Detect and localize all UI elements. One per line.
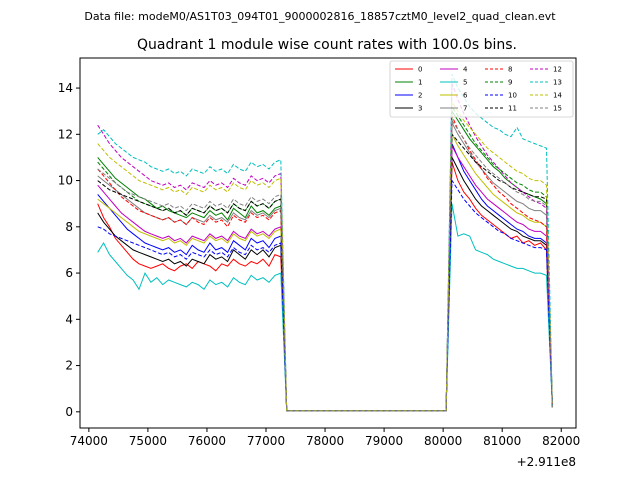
legend-label-2: 2 bbox=[418, 92, 422, 100]
series-line-2 bbox=[97, 143, 553, 412]
series-line-11 bbox=[97, 132, 553, 412]
y-tick-label: 10 bbox=[58, 174, 73, 188]
chart-suptitle: Data file: modeM0/AS1T03_094T01_90000028… bbox=[84, 10, 556, 23]
legend-label-1: 1 bbox=[418, 79, 422, 87]
y-tick-label: 8 bbox=[65, 220, 73, 234]
y-tick-label: 6 bbox=[65, 266, 73, 280]
axes-ticks: 74000 75000 76000 77000 78000 79000 80000 81000… bbox=[58, 81, 581, 448]
x-tick-label: 80000 bbox=[424, 434, 462, 448]
y-tick-label: 4 bbox=[65, 312, 73, 326]
y-tick-label: 12 bbox=[58, 127, 73, 141]
x-tick-label: 82000 bbox=[542, 434, 580, 448]
x-tick-label: 78000 bbox=[306, 434, 344, 448]
series-lines bbox=[97, 74, 553, 412]
y-tick-label: 2 bbox=[65, 359, 73, 373]
legend-label-11: 11 bbox=[508, 105, 517, 113]
x-tick-label: 74000 bbox=[70, 434, 108, 448]
series-line-6 bbox=[97, 134, 553, 412]
legend-label-7: 7 bbox=[463, 105, 467, 113]
series-line-15 bbox=[97, 118, 553, 412]
plot-area-frame bbox=[79, 57, 577, 429]
x-tick-label: 75000 bbox=[129, 434, 167, 448]
series-line-3 bbox=[97, 157, 553, 412]
x-tick-label: 77000 bbox=[247, 434, 285, 448]
series-line-12 bbox=[97, 83, 553, 412]
series-line-14 bbox=[97, 100, 553, 412]
legend-box bbox=[389, 60, 574, 118]
series-line-9 bbox=[97, 104, 553, 412]
legend-label-4: 4 bbox=[463, 66, 468, 74]
legend-label-6: 6 bbox=[463, 92, 468, 100]
legend-label-15: 15 bbox=[553, 105, 562, 113]
series-line-4 bbox=[97, 145, 553, 412]
legend-label-12: 12 bbox=[553, 66, 562, 74]
legend-label-14: 14 bbox=[553, 92, 562, 100]
y-tick-label: 0 bbox=[65, 405, 73, 419]
legend-label-13: 13 bbox=[553, 79, 562, 87]
x-tick-label: 79000 bbox=[365, 434, 403, 448]
legend-label-0: 0 bbox=[418, 66, 422, 74]
chart-title: Quadrant 1 module wise count rates with … bbox=[137, 37, 517, 53]
x-offset-label: +2.911e8 bbox=[517, 455, 576, 469]
legend-label-9: 9 bbox=[508, 79, 512, 87]
legend-label-3: 3 bbox=[418, 105, 422, 113]
legend-label-10: 10 bbox=[508, 92, 517, 100]
series-line-10 bbox=[97, 178, 553, 412]
series-line-0 bbox=[97, 161, 553, 412]
legend-label-5: 5 bbox=[463, 79, 467, 87]
series-line-13 bbox=[97, 74, 553, 412]
series-line-1 bbox=[97, 109, 553, 412]
series-line-8 bbox=[97, 115, 553, 412]
series-line-5 bbox=[97, 203, 553, 412]
x-tick-label: 76000 bbox=[188, 434, 226, 448]
legend-label-8: 8 bbox=[508, 66, 512, 74]
x-tick-label: 81000 bbox=[483, 434, 521, 448]
y-tick-label: 14 bbox=[58, 81, 73, 95]
